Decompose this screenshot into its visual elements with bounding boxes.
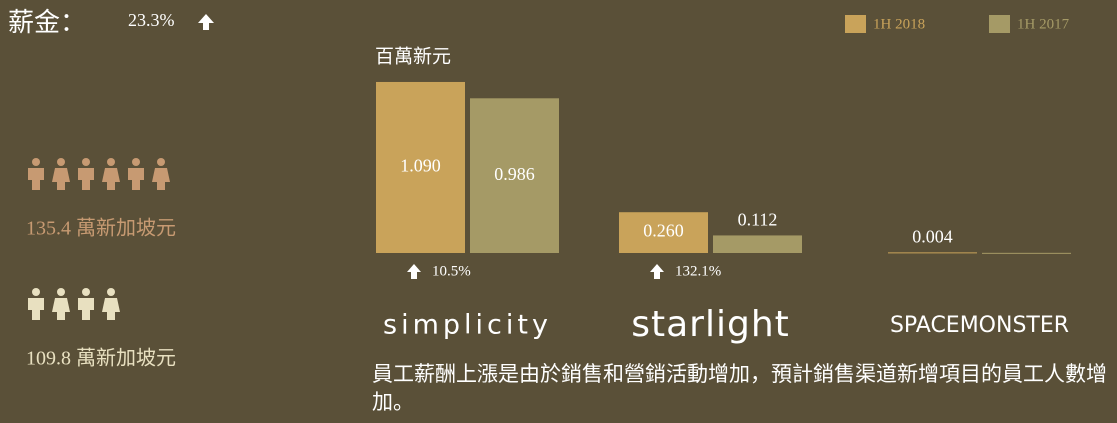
y-axis-label: 百萬新元: [375, 45, 451, 67]
people-icons: [28, 158, 170, 190]
person-head: [32, 158, 40, 166]
bar: [713, 235, 802, 253]
person-head: [82, 158, 90, 166]
bar: [982, 252, 1071, 254]
bar: [470, 98, 559, 254]
person-body: [78, 298, 94, 320]
category-logo: simplicity: [383, 310, 552, 341]
value-label: 0.004: [912, 226, 953, 246]
value-label: 0.112: [738, 210, 778, 230]
person-head: [157, 158, 165, 166]
person-head: [82, 288, 90, 296]
legend-swatch: [845, 15, 866, 33]
person-body: [28, 168, 44, 190]
legend-swatch: [989, 15, 1010, 33]
person-body: [52, 168, 70, 190]
person-head: [57, 288, 65, 296]
person-body: [102, 298, 120, 320]
growth-label: 10.5%: [432, 263, 471, 279]
person-body: [128, 168, 144, 190]
bar: [376, 81, 465, 254]
category-logo: starlight: [631, 304, 790, 345]
person-body: [102, 168, 120, 190]
header-change: 23.3%: [128, 10, 175, 30]
growth-label: 132.1%: [675, 263, 721, 279]
person-head: [32, 288, 40, 296]
person-head: [57, 158, 65, 166]
legend-label: 1H 2018: [873, 16, 925, 32]
bar: [888, 252, 977, 254]
legend-label: 1H 2017: [1017, 16, 1070, 32]
person-head: [107, 158, 115, 166]
note-box: 員工薪酬上漲是由於銷售和營銷活動增加，預計銷售渠道新增項目的員工人數增加。: [372, 362, 1107, 414]
person-head: [132, 158, 140, 166]
up-arrow: [198, 14, 214, 30]
person-body: [78, 168, 94, 190]
note: 員工薪酬上漲是由於銷售和營銷活動增加，預計銷售渠道新增項目的員工人數增加。: [372, 362, 1107, 414]
value-label: 0.260: [643, 221, 684, 241]
person-head: [107, 288, 115, 296]
value-label: 1.090: [400, 156, 441, 176]
category-logo: SPACEMONSTER: [890, 313, 1069, 338]
person-body: [28, 298, 44, 320]
up-arrow: [650, 264, 664, 279]
up-arrow: [407, 264, 421, 279]
people-label: 135.4 萬新加坡元: [26, 217, 176, 240]
people-icons: [28, 288, 120, 320]
person-body: [152, 168, 170, 190]
person-body: [52, 298, 70, 320]
bar: [619, 212, 708, 253]
header: 薪金：: [8, 8, 86, 37]
people-label: 109.8 萬新加坡元: [26, 347, 176, 370]
value-label: 0.986: [494, 164, 535, 184]
